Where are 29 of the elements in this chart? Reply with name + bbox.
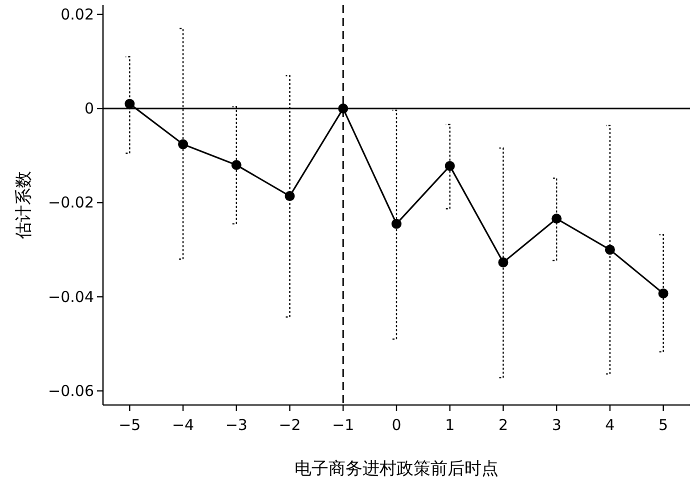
point [658,288,668,298]
y-tick-label: 0.02 [60,5,94,24]
y-tick-label: −0.04 [48,288,94,306]
point [231,160,242,170]
x-tick-label: 5 [658,416,668,434]
point [604,244,615,255]
point [178,139,188,150]
x-tick-label: 4 [605,416,615,434]
x-tick-label: −5 [118,416,141,434]
x-tick-label: 0 [392,416,402,434]
x-tick-label: −3 [225,416,248,434]
point [552,214,562,224]
x-tick-label: 1 [445,416,455,434]
point [338,104,348,114]
x-tick-label: −4 [172,416,194,434]
point [284,191,295,202]
y-axis-title: 估计系数 [14,171,34,240]
point [498,257,508,268]
y-tick-label: 0 [84,100,94,118]
x-tick-label: −1 [332,416,354,434]
y-tick-label: −0.02 [48,194,94,212]
x-tick-label: 3 [552,416,562,434]
point [444,160,455,171]
x-axis-title: 电子商务进村政策前后时点 [294,459,498,479]
point [392,218,402,229]
x-tick-label: −2 [278,416,301,434]
y-tick-label: −0.06 [48,382,94,400]
x-tick-label: 2 [498,416,508,434]
point [124,98,135,109]
